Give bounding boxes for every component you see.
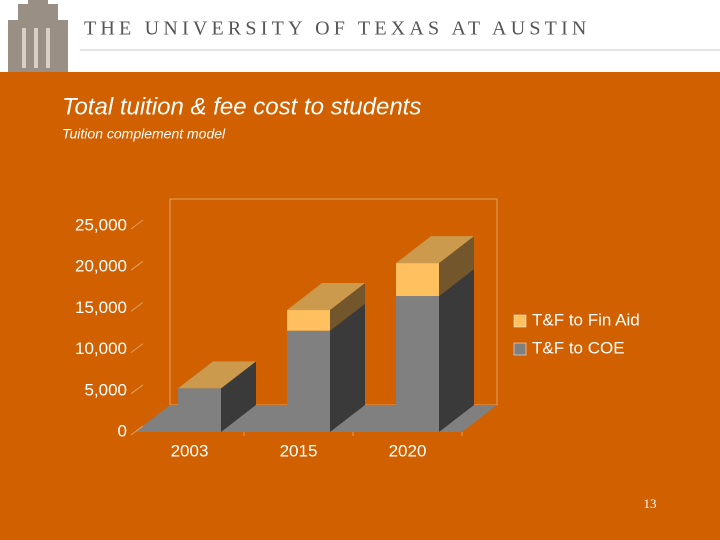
chart-subtitle: Tuition complement model	[62, 126, 226, 142]
y-tick-label: 5,000	[84, 380, 127, 399]
bar-segment	[287, 303, 365, 432]
y-tick	[130, 301, 144, 312]
legend-label: T&F to COE	[532, 338, 625, 357]
header-title: THE UNIVERSITY OF TEXAS AT AUSTIN	[84, 18, 591, 40]
bar-side	[330, 283, 365, 331]
y-tick-label: 15,000	[75, 298, 127, 317]
y-tick	[130, 384, 144, 395]
tower-icon	[8, 0, 68, 72]
slide-number: 13	[644, 496, 657, 511]
bar-side	[439, 236, 474, 297]
legend-swatch	[513, 314, 527, 328]
bar-front	[396, 263, 439, 297]
bar-top	[178, 361, 256, 389]
x-tick-label: 2003	[171, 441, 209, 460]
bar-front	[287, 310, 330, 331]
legend-label: T&F to Fin Aid	[532, 310, 640, 329]
bar-front	[287, 330, 330, 432]
bar-top	[287, 283, 365, 311]
bar-top	[396, 236, 474, 264]
bar-side	[330, 303, 365, 432]
bar-segment	[178, 361, 256, 389]
bar-side	[439, 269, 474, 432]
bar-side	[221, 361, 256, 432]
y-tick	[130, 260, 144, 271]
y-tick-label: 0	[118, 421, 127, 440]
legend-swatch	[513, 342, 527, 356]
y-tick	[130, 219, 144, 230]
bar-segment	[396, 269, 474, 432]
header-band	[0, 0, 720, 72]
y-tick	[130, 425, 144, 436]
y-tick	[130, 343, 144, 354]
chart-title: Total tuition & fee cost to students	[62, 93, 421, 120]
bar-segment	[396, 236, 474, 297]
y-tick-label: 10,000	[75, 339, 127, 358]
x-tick-label: 2020	[389, 441, 427, 460]
y-tick-label: 20,000	[75, 257, 127, 276]
bar-segment	[287, 283, 365, 331]
bar-front	[178, 388, 221, 432]
y-tick-label: 25,000	[75, 215, 127, 234]
bar-front	[396, 296, 439, 432]
x-tick-label: 2015	[280, 441, 318, 460]
